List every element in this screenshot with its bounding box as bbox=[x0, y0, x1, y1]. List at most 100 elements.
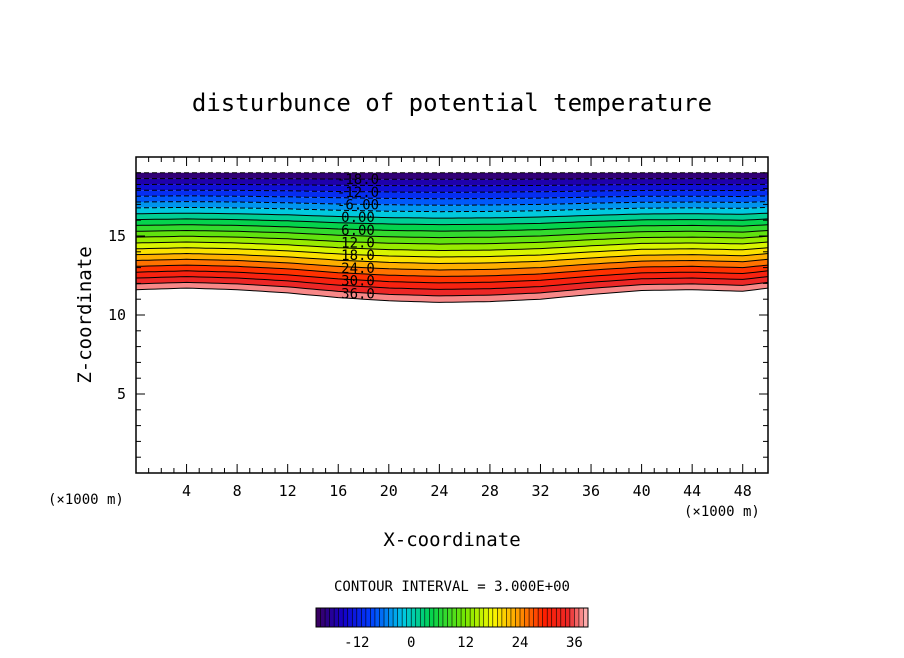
x-unit-label-right: (×1000 m) bbox=[684, 504, 760, 520]
x-tick-label: 28 bbox=[481, 482, 499, 500]
colorbar-cell bbox=[488, 608, 494, 627]
colorbar-cell bbox=[365, 608, 371, 627]
colorbar-cell bbox=[533, 608, 539, 627]
colorbar-ticks: -12 0 12 24 36 bbox=[344, 635, 583, 651]
contour-band bbox=[136, 184, 768, 193]
colorbar-cell bbox=[542, 608, 548, 627]
contour-line bbox=[136, 252, 768, 265]
contour-band bbox=[136, 195, 768, 206]
colorbar-cell bbox=[501, 608, 507, 627]
x-tick-label: 40 bbox=[633, 482, 651, 500]
x-tick-label: 4 bbox=[182, 482, 191, 500]
x-axis-label: X-coordinate bbox=[383, 529, 520, 551]
x-tick-label: 44 bbox=[683, 482, 701, 500]
contour-line bbox=[136, 195, 768, 200]
colorbar-cell bbox=[388, 608, 394, 627]
colorbar-cell bbox=[470, 608, 476, 627]
contour-line bbox=[136, 270, 768, 284]
contour-band bbox=[136, 242, 768, 257]
colorbar-cell bbox=[465, 608, 471, 627]
contour-band bbox=[136, 178, 768, 186]
contour-label: 0.00 bbox=[341, 210, 375, 226]
colorbar-cell bbox=[338, 608, 344, 627]
x-tick-label: 32 bbox=[531, 482, 549, 500]
colorbar-cell bbox=[438, 608, 444, 627]
colorbar-cell bbox=[442, 608, 448, 627]
colorbar-cell bbox=[325, 608, 330, 627]
contour-band bbox=[136, 207, 768, 219]
colorbar-cell bbox=[343, 608, 349, 627]
colorbar-cell bbox=[316, 608, 321, 627]
contour-line bbox=[136, 212, 768, 219]
colorbar-tick-label: 36 bbox=[566, 635, 583, 651]
x-tick-label: 12 bbox=[279, 482, 297, 500]
contour-label: 18.0 bbox=[341, 248, 375, 264]
x-tick-label: 24 bbox=[430, 482, 448, 500]
colorbar-cell bbox=[347, 608, 353, 627]
contour-line bbox=[136, 206, 768, 213]
colorbar-cell bbox=[515, 608, 521, 627]
contour-label: 6.00 bbox=[341, 223, 375, 239]
colorbar bbox=[315, 607, 589, 628]
colorbar-cell bbox=[433, 608, 439, 627]
colorbar-cell bbox=[447, 608, 453, 627]
x-unit-label-left: (×1000 m) bbox=[48, 492, 124, 508]
contour-band bbox=[136, 236, 768, 251]
colorbar-cell bbox=[424, 608, 430, 627]
contour-interval-text: CONTOUR INTERVAL = 3.000E+00 bbox=[334, 579, 570, 595]
colorbar-cell bbox=[474, 608, 480, 627]
colorbar-tick-label: 24 bbox=[512, 635, 529, 651]
colorbar-cell bbox=[524, 608, 530, 627]
colorbar-frame bbox=[315, 607, 589, 628]
colorbar-cell bbox=[551, 608, 557, 627]
colorbar-cell bbox=[479, 608, 485, 627]
contour-line bbox=[136, 189, 768, 193]
contour-line bbox=[136, 183, 768, 187]
colorbar-cell bbox=[529, 608, 534, 627]
contour-line bbox=[136, 201, 768, 206]
x-tick-label: 8 bbox=[233, 482, 242, 500]
colorbar-cell bbox=[452, 608, 457, 627]
contour-label: 36.0 bbox=[341, 286, 375, 302]
contour-line bbox=[136, 178, 768, 180]
y-tick-label: 10 bbox=[108, 306, 126, 324]
contour-line bbox=[136, 218, 768, 226]
contour-line bbox=[136, 258, 768, 271]
contour-band bbox=[136, 247, 768, 264]
contour-lines bbox=[136, 172, 768, 303]
colorbar-cell bbox=[393, 608, 398, 627]
colorbar-cell bbox=[406, 608, 412, 627]
contour-label: 24.0 bbox=[341, 261, 375, 277]
colorbar-cell bbox=[402, 608, 408, 627]
colorbar-cell bbox=[538, 608, 544, 627]
contour-line bbox=[136, 224, 768, 232]
colorbar-tick-label: 12 bbox=[457, 635, 474, 651]
contour-label: 30.0 bbox=[341, 274, 375, 290]
contour-line bbox=[136, 276, 768, 290]
colorbar-cell bbox=[361, 608, 367, 627]
y-axis-label: Z-coordinate bbox=[74, 246, 96, 383]
contour-band bbox=[136, 172, 768, 180]
y-tick-label: 15 bbox=[108, 227, 126, 245]
colorbar-cell bbox=[415, 608, 421, 627]
colorbar-cell bbox=[320, 608, 326, 627]
contour-band bbox=[136, 230, 768, 245]
colorbar-cell bbox=[547, 608, 553, 627]
contour-band bbox=[136, 213, 768, 225]
colorbar-cell bbox=[483, 608, 489, 627]
colorbar-cell bbox=[420, 608, 426, 627]
colorbar-cell bbox=[456, 608, 462, 627]
colorbar-cell bbox=[461, 608, 466, 627]
y-tick-label: 5 bbox=[117, 385, 126, 403]
contour-line bbox=[136, 247, 768, 258]
contour-line bbox=[136, 264, 768, 277]
colorbar-cell bbox=[510, 608, 516, 627]
colorbar-cell bbox=[497, 608, 503, 627]
contour-line bbox=[136, 241, 768, 251]
contour-label: -6.00 bbox=[337, 198, 379, 214]
colorbar-cell bbox=[569, 608, 575, 627]
colorbar-tick-label: 0 bbox=[407, 635, 415, 651]
colorbar-cell bbox=[560, 608, 566, 627]
contour-line bbox=[136, 281, 768, 297]
